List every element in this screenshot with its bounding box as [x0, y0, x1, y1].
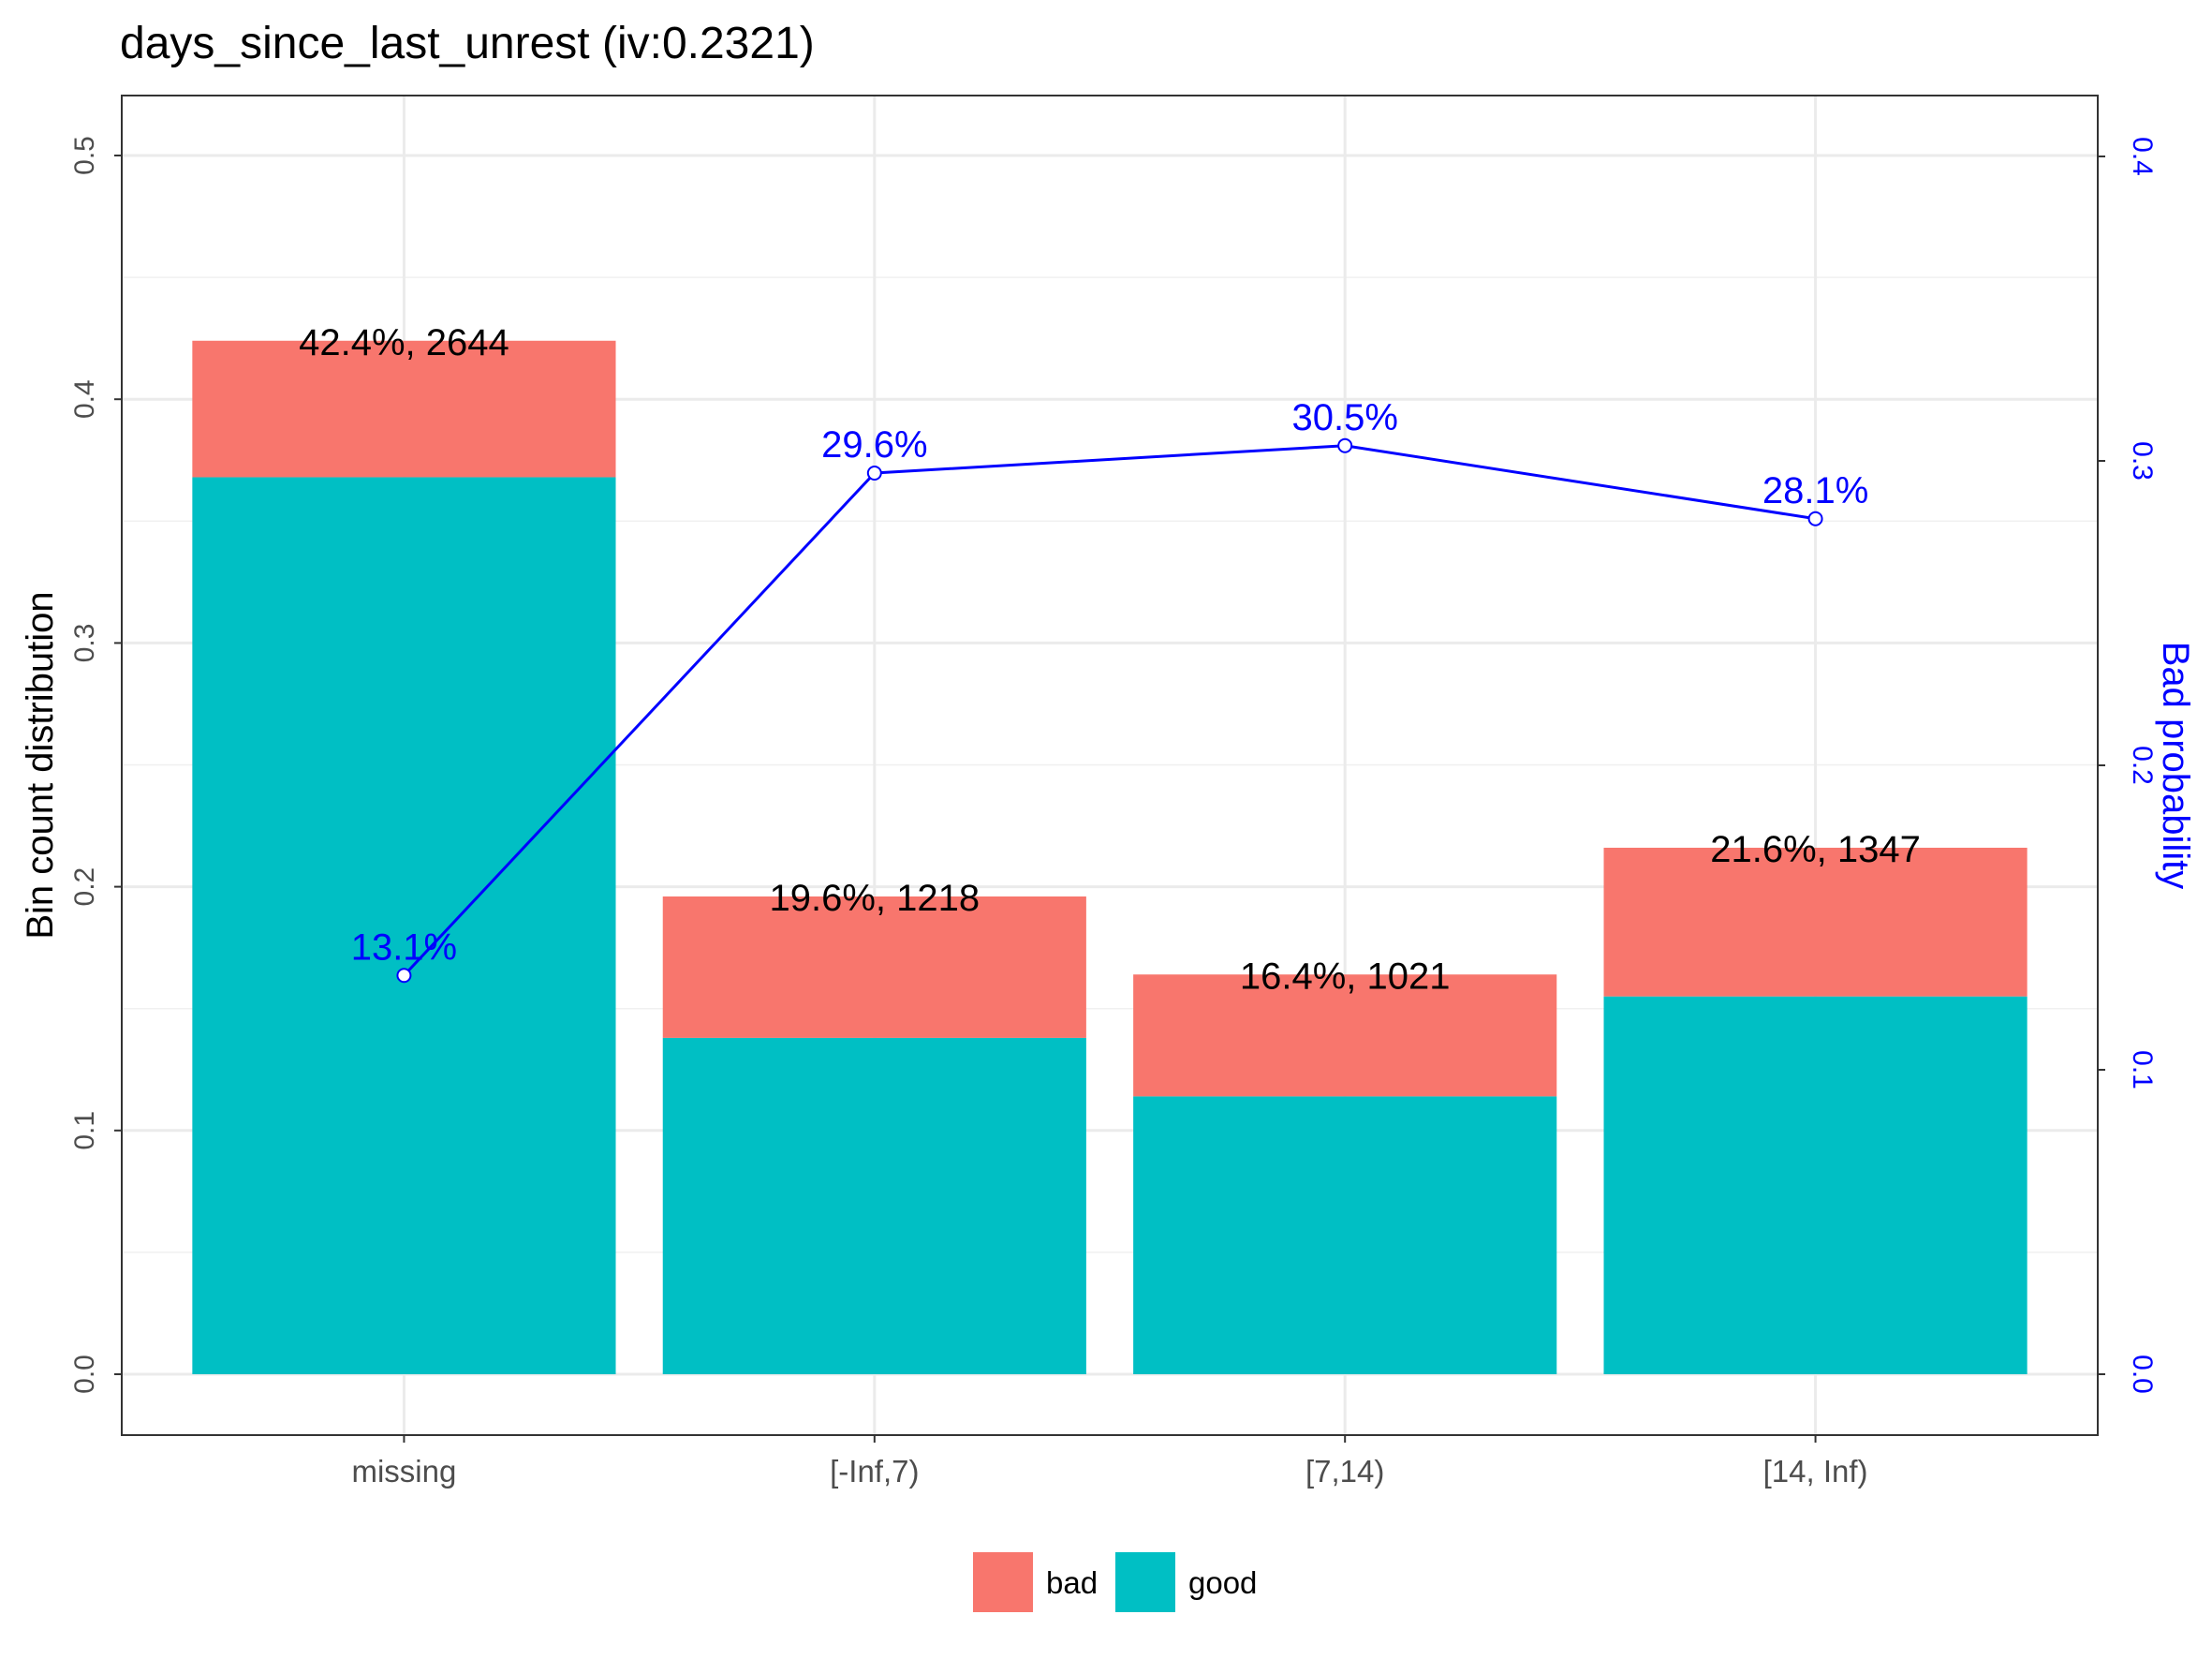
legend-label-bad: bad [1046, 1565, 1098, 1600]
bar-bad [662, 896, 1086, 1038]
y-tick-label: 0.0 [69, 1355, 100, 1394]
y-tick-label: 0.3 [69, 624, 100, 663]
data-labels: 42.4%, 2644 19.6%, 1218 16.4%, 1021 21.6%, … [299, 322, 1921, 998]
bar-label: 21.6%, 1347 [1710, 829, 1921, 870]
bar-label: 42.4%, 2644 [299, 322, 509, 363]
legend-swatch-good [1115, 1552, 1175, 1612]
bar-bad [192, 340, 616, 478]
bad-probability-point [1337, 437, 1353, 453]
bad-probability-label: 13.1% [351, 926, 457, 968]
y-tick-label: 0.5 [69, 136, 100, 175]
y-tick-label: 0.2 [69, 867, 100, 907]
bar-good [192, 477, 616, 1374]
axes: 0.0 0.1 0.2 0.3 0.4 0.5 0.0 0.1 0.2 0.3 0.4 missing… [69, 136, 2158, 1489]
x-tick-label: [7,14) [1305, 1454, 1384, 1489]
bad-probability-point [866, 466, 882, 481]
bar-bad [1133, 974, 1557, 1097]
y2-tick-label: 0.4 [2127, 137, 2158, 176]
x-tick-label: [14, Inf) [1763, 1454, 1868, 1489]
bad-probability-point [396, 968, 412, 984]
y-axis-title: Bin count distribution [20, 591, 61, 939]
x-tick-label: [-Inf,7) [830, 1454, 919, 1489]
y2-axis-title: Bad probability [2155, 642, 2196, 890]
y-tick-label: 0.4 [69, 379, 100, 419]
legend-swatch-bad [973, 1552, 1033, 1612]
y2-tick-label: 0.2 [2127, 746, 2158, 785]
y2-tick-label: 0.3 [2127, 441, 2158, 481]
bar-good [1603, 996, 2028, 1374]
bad-probability-label: 29.6% [821, 424, 927, 466]
chart-title: days_since_last_unrest (iv:0.2321) [120, 19, 815, 68]
bad-probability-label: 30.5% [1291, 397, 1397, 438]
x-tick-label: missing [351, 1454, 456, 1489]
bar-bad [1603, 847, 2028, 997]
bad-probability-polyline [403, 444, 1816, 977]
bad-probability-line [396, 437, 1823, 984]
y2-tick-label: 0.0 [2127, 1355, 2158, 1394]
bar-label: 16.4%, 1021 [1240, 955, 1451, 997]
bar-label: 19.6%, 1218 [769, 878, 980, 919]
legend-label-good: good [1188, 1565, 1257, 1600]
bad-probability-label: 28.1% [1762, 470, 1868, 511]
legend: bad good [973, 1552, 1257, 1612]
bad-probability-point [1807, 511, 1823, 526]
bar-good [662, 1037, 1086, 1374]
bars [192, 340, 2028, 1374]
y2-tick-label: 0.1 [2127, 1050, 2158, 1089]
bar-good [1133, 1096, 1557, 1374]
y-tick-label: 0.1 [69, 1111, 100, 1150]
